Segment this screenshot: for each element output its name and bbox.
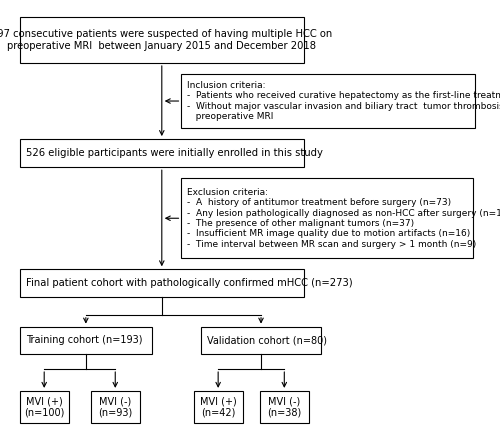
FancyBboxPatch shape <box>201 326 321 354</box>
Text: 526 eligible participants were initially enrolled in this study: 526 eligible participants were initially… <box>26 148 322 158</box>
Text: Exclusion criteria:
-  A  history of antitumor treatment before surgery (n=73)
-: Exclusion criteria: - A history of antit… <box>188 188 500 249</box>
FancyBboxPatch shape <box>20 391 68 424</box>
FancyBboxPatch shape <box>20 139 304 167</box>
Text: Validation cohort (n=80): Validation cohort (n=80) <box>207 335 327 345</box>
FancyBboxPatch shape <box>182 74 476 128</box>
Text: Inclusion criteria:
-  Patients who received curative hepatectomy as the first-l: Inclusion criteria: - Patients who recei… <box>188 81 500 121</box>
FancyBboxPatch shape <box>20 326 152 354</box>
Text: Final patient cohort with pathologically confirmed mHCC (n=273): Final patient cohort with pathologically… <box>26 278 352 288</box>
FancyBboxPatch shape <box>20 269 304 298</box>
Text: Training cohort (n=193): Training cohort (n=193) <box>26 335 142 345</box>
FancyBboxPatch shape <box>91 391 140 424</box>
FancyBboxPatch shape <box>194 391 242 424</box>
FancyBboxPatch shape <box>20 17 304 63</box>
Text: 897 consecutive patients were suspected of having multiple HCC on
preoperative M: 897 consecutive patients were suspected … <box>0 29 332 51</box>
Text: MVI (+)
(n=42): MVI (+) (n=42) <box>200 396 236 418</box>
Text: MVI (-)
(n=38): MVI (-) (n=38) <box>267 396 302 418</box>
FancyBboxPatch shape <box>260 391 309 424</box>
Text: MVI (-)
(n=93): MVI (-) (n=93) <box>98 396 132 418</box>
Text: MVI (+)
(n=100): MVI (+) (n=100) <box>24 396 64 418</box>
FancyBboxPatch shape <box>182 178 473 258</box>
